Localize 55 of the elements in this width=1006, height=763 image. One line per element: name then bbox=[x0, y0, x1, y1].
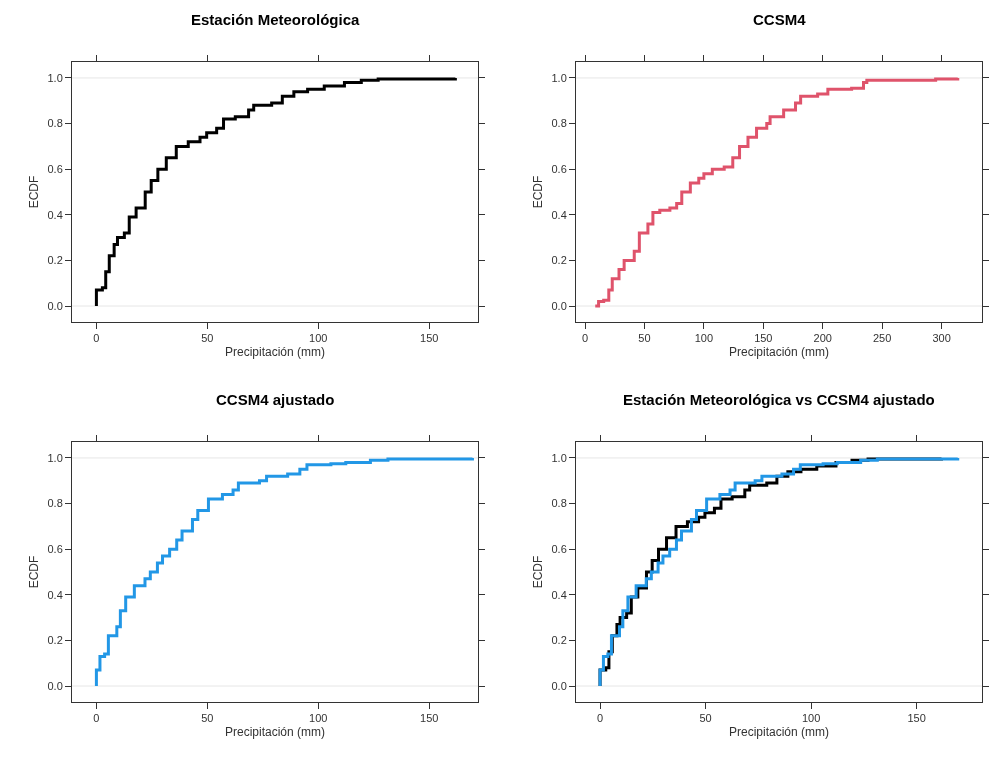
x-tick-label: 150 bbox=[420, 332, 439, 345]
y-tick-label: 0.8 bbox=[47, 117, 63, 130]
chart-title: Estación Meteorológica bbox=[191, 11, 361, 28]
x-tick-label: 0 bbox=[93, 332, 100, 345]
x-tick-label: 250 bbox=[872, 332, 892, 345]
y-tick-label: 0.0 bbox=[551, 299, 567, 312]
x-axis-title: Precipitación (mm) bbox=[224, 345, 326, 360]
chart-title: Estación Meteorológica vs CCSM4 ajustado bbox=[623, 391, 935, 408]
y-tick-label: 0.6 bbox=[47, 543, 63, 556]
y-tick-label: 0.4 bbox=[551, 208, 567, 221]
y-axis-title: ECDF bbox=[530, 175, 545, 209]
y-tick-label: 0.2 bbox=[47, 634, 63, 647]
y-tick-label: 0.4 bbox=[47, 588, 63, 601]
x-tick-label: 50 bbox=[638, 332, 651, 345]
y-tick-label: 0.8 bbox=[551, 497, 567, 510]
x-tick-label: 200 bbox=[813, 332, 832, 345]
y-tick-label: 1.0 bbox=[47, 71, 63, 84]
y-tick-label: 1.0 bbox=[551, 451, 567, 464]
y-tick-label: 0.4 bbox=[47, 208, 63, 221]
x-tick-label: 150 bbox=[907, 712, 926, 725]
y-tick-label: 0.0 bbox=[47, 299, 63, 312]
chart-title: CCSM4 bbox=[753, 11, 807, 28]
y-tick-label: 0.8 bbox=[47, 497, 63, 510]
y-axis-title: ECDF bbox=[530, 555, 545, 589]
x-tick-label: 100 bbox=[694, 332, 714, 345]
y-tick-label: 0.8 bbox=[551, 117, 567, 130]
y-tick-label: 0.6 bbox=[551, 163, 567, 176]
x-tick-label: 300 bbox=[932, 332, 951, 345]
y-tick-label: 0.2 bbox=[551, 254, 567, 267]
x-tick-label: 150 bbox=[754, 332, 773, 345]
y-tick-label: 0.4 bbox=[551, 588, 567, 601]
x-tick-label: 100 bbox=[801, 712, 821, 725]
x-tick-label: 150 bbox=[420, 712, 439, 725]
y-tick-label: 0.0 bbox=[551, 679, 567, 692]
y-tick-label: 0.6 bbox=[47, 163, 63, 176]
x-tick-label: 50 bbox=[201, 332, 214, 345]
x-tick-label: 0 bbox=[93, 712, 100, 725]
y-axis-title: ECDF bbox=[26, 175, 41, 209]
x-tick-label: 50 bbox=[699, 712, 712, 725]
x-axis-title: Precipitación (mm) bbox=[224, 725, 326, 740]
chart-title: CCSM4 ajustado bbox=[216, 391, 335, 408]
y-tick-label: 0.2 bbox=[47, 254, 63, 267]
x-axis-title: Precipitación (mm) bbox=[728, 345, 830, 360]
x-tick-label: 100 bbox=[309, 332, 328, 345]
y-axis-title: ECDF bbox=[26, 555, 41, 589]
y-tick-label: 1.0 bbox=[551, 71, 567, 84]
x-tick-label: 100 bbox=[309, 712, 328, 725]
y-tick-label: 0.2 bbox=[551, 634, 567, 647]
y-tick-label: 0.0 bbox=[47, 679, 63, 692]
y-tick-label: 0.6 bbox=[551, 543, 567, 556]
x-tick-label: 0 bbox=[597, 712, 604, 725]
x-tick-label: 0 bbox=[581, 332, 589, 345]
x-tick-label: 50 bbox=[201, 712, 214, 725]
x-axis-title: Precipitación (mm) bbox=[728, 725, 830, 740]
y-tick-label: 1.0 bbox=[47, 451, 63, 464]
